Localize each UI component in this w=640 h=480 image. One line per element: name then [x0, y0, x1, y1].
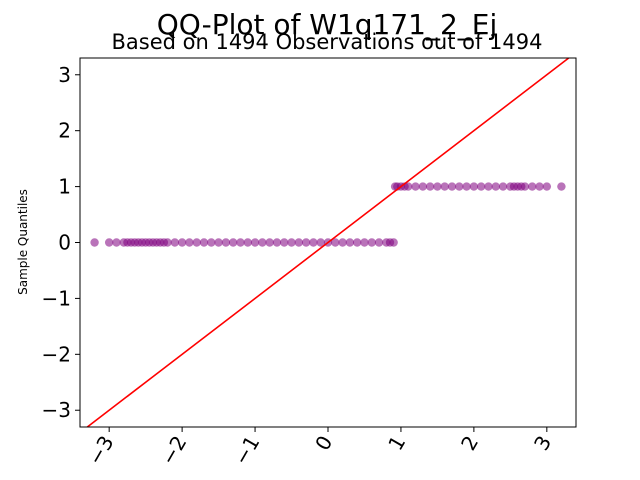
data-point: [265, 238, 274, 247]
data-point: [462, 182, 471, 191]
data-point: [528, 182, 537, 191]
data-point: [498, 182, 508, 191]
y-tick-label: 3: [58, 63, 71, 87]
data-point: [331, 238, 340, 247]
data-point: [389, 238, 398, 247]
data-point: [177, 238, 187, 247]
x-axis: −3 −2 −1 0 1 2 3: [83, 427, 556, 469]
data-point: [455, 182, 464, 191]
data-point: [112, 238, 121, 247]
data-point: [535, 182, 544, 191]
x-tick-label: −2: [156, 432, 192, 470]
data-point: [90, 238, 99, 247]
data-point: [447, 182, 457, 191]
data-point: [287, 238, 296, 247]
data-point: [163, 238, 172, 247]
data-point: [520, 182, 530, 191]
data-point: [316, 238, 325, 247]
x-tick-label: 0: [310, 432, 337, 455]
data-point: [207, 238, 216, 247]
data-point: [425, 182, 435, 191]
data-point: [309, 238, 318, 247]
y-tick-label: −1: [42, 286, 71, 310]
reference-line: [86, 58, 570, 427]
data-point: [214, 238, 223, 247]
data-point: [185, 238, 194, 247]
data-point: [243, 238, 252, 247]
x-tick-label: 2: [456, 432, 483, 455]
y-tick-label: −3: [42, 398, 71, 422]
data-point: [170, 238, 180, 247]
data-point: [250, 238, 260, 247]
data-point: [338, 238, 347, 247]
y-tick-label: 1: [58, 175, 71, 199]
chart-subtitle: Based on 1494 Observations out of 1494: [111, 30, 542, 54]
data-point: [221, 238, 231, 247]
data-point: [491, 182, 500, 191]
title-block: QQ-Plot of W1q171_2_Ej Based on 1494 Obs…: [111, 8, 542, 54]
x-tick-label: 1: [383, 432, 410, 455]
plot-area: [79, 57, 577, 428]
data-point: [484, 182, 493, 191]
data-point: [199, 238, 209, 247]
x-tick-label: −3: [83, 432, 119, 470]
data-point: [374, 238, 384, 247]
data-point: [352, 238, 362, 247]
data-point: [411, 182, 420, 191]
data-point: [433, 182, 442, 191]
data-point: [542, 182, 552, 191]
data-point: [345, 238, 355, 247]
x-tick-label: 3: [529, 432, 556, 455]
data-point: [228, 238, 238, 247]
data-point: [469, 182, 479, 191]
data-point: [476, 182, 486, 191]
data-point: [557, 182, 566, 191]
data-point: [280, 238, 289, 247]
y-tick-label: 2: [58, 119, 71, 143]
x-tick-label: −1: [229, 432, 265, 470]
data-point: [192, 238, 201, 247]
data-point: [367, 238, 376, 247]
data-point: [418, 182, 428, 191]
data-point: [272, 238, 282, 247]
y-tick-label: −2: [42, 342, 71, 366]
data-point: [360, 238, 369, 247]
data-point: [258, 238, 267, 247]
data-point: [404, 182, 413, 191]
y-axis-label: Sample Quantiles: [16, 189, 30, 295]
y-tick-label: 0: [58, 231, 71, 255]
data-point: [294, 238, 304, 247]
data-points-layer: [90, 182, 566, 247]
y-axis: −3 −2 −1 0 1 2 3: [42, 63, 80, 422]
data-point: [104, 238, 114, 247]
chart-title: QQ-Plot of W1q171_2_Ej: [157, 8, 498, 41]
data-point: [440, 182, 449, 191]
data-point: [236, 238, 245, 247]
data-point: [301, 238, 311, 247]
